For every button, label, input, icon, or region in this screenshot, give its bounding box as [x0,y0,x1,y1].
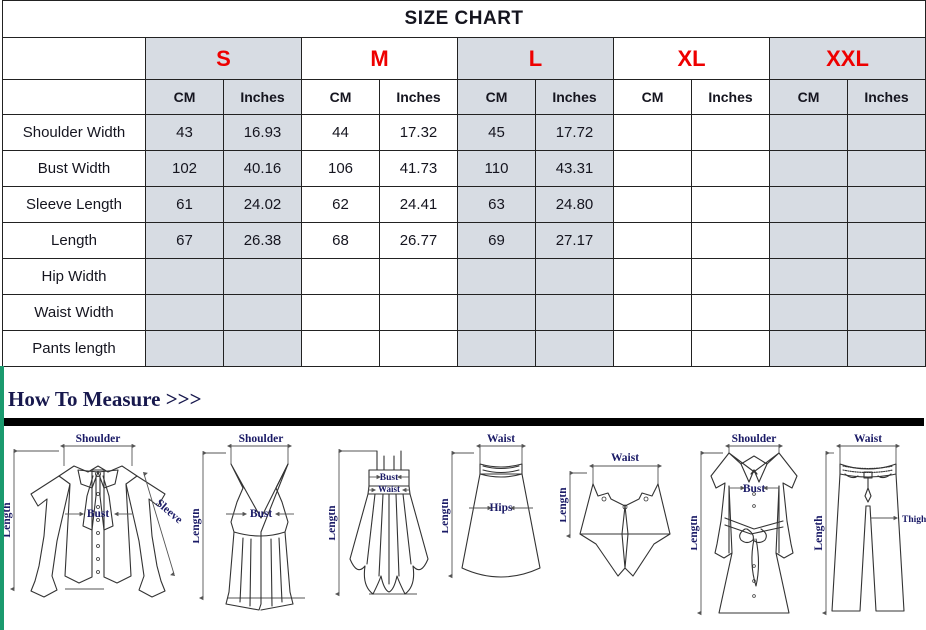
svg-text:Shoulder: Shoulder [76,433,121,445]
svg-text:Length: Length [329,505,338,541]
svg-text:Bust: Bust [87,508,110,520]
svg-text:Shoulder: Shoulder [732,433,777,445]
svg-text:Shoulder: Shoulder [239,433,284,445]
svg-text:Waist: Waist [611,452,639,464]
svg-text:Length: Length [193,508,202,544]
svg-text:Length: Length [560,487,569,523]
svg-text:Bust: Bust [743,483,766,495]
svg-text:Waist: Waist [487,433,515,445]
svg-text:Bust: Bust [380,473,399,483]
svg-text:Waist: Waist [378,484,400,494]
svg-text:Length: Length [691,515,700,551]
svg-text:Thigh: Thigh [902,515,926,525]
svg-text:Length: Length [442,498,451,534]
svg-text:Bust: Bust [250,508,273,520]
svg-text:Length: Length [813,515,825,551]
svg-text:Hips: Hips [489,502,513,514]
svg-text:Waist: Waist [854,433,882,445]
svg-text:Length: Length [4,502,13,538]
